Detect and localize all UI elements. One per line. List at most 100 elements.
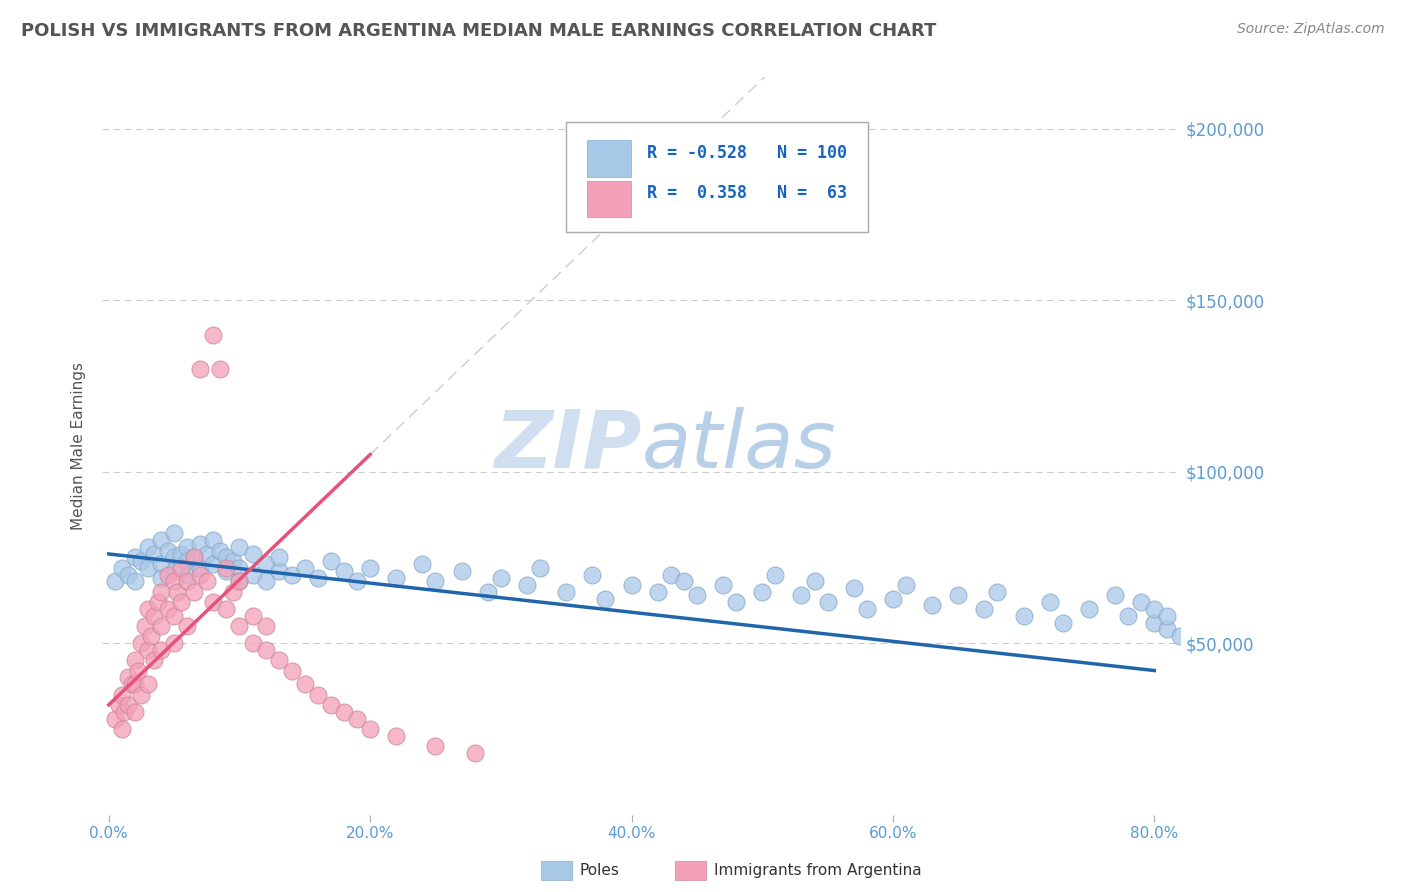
Point	[166, 584, 188, 599]
Point	[183, 550, 205, 565]
Point	[1078, 602, 1101, 616]
Text: Source: ZipAtlas.com: Source: ZipAtlas.com	[1237, 22, 1385, 37]
Point	[1130, 595, 1153, 609]
Point	[208, 543, 231, 558]
Point	[1156, 608, 1178, 623]
Point	[124, 705, 146, 719]
Point	[672, 574, 695, 589]
Point	[136, 540, 159, 554]
Point	[104, 574, 127, 589]
Point	[143, 608, 166, 623]
Point	[111, 560, 134, 574]
Point	[156, 567, 179, 582]
Point	[1274, 643, 1296, 657]
Point	[208, 361, 231, 376]
Point	[124, 550, 146, 565]
Point	[411, 558, 433, 572]
Y-axis label: Median Male Earnings: Median Male Earnings	[72, 362, 86, 530]
Point	[620, 578, 643, 592]
Point	[242, 547, 264, 561]
Point	[202, 558, 225, 572]
Point	[516, 578, 538, 592]
Point	[294, 677, 316, 691]
Point	[1143, 615, 1166, 630]
Point	[112, 705, 135, 719]
Point	[117, 567, 139, 582]
Point	[647, 584, 669, 599]
Text: Immigrants from Argentina: Immigrants from Argentina	[714, 863, 922, 878]
FancyBboxPatch shape	[588, 140, 630, 177]
Point	[242, 636, 264, 650]
Point	[139, 629, 162, 643]
Point	[163, 526, 186, 541]
Point	[222, 554, 245, 568]
Point	[1247, 636, 1270, 650]
Point	[215, 564, 238, 578]
Point	[228, 619, 250, 633]
Text: ZIP: ZIP	[494, 407, 641, 485]
Text: POLISH VS IMMIGRANTS FROM ARGENTINA MEDIAN MALE EARNINGS CORRELATION CHART: POLISH VS IMMIGRANTS FROM ARGENTINA MEDI…	[21, 22, 936, 40]
Point	[333, 705, 356, 719]
Point	[156, 543, 179, 558]
Point	[163, 636, 186, 650]
Point	[242, 608, 264, 623]
Text: atlas: atlas	[641, 407, 837, 485]
Point	[121, 677, 143, 691]
Point	[117, 698, 139, 712]
FancyBboxPatch shape	[565, 121, 868, 232]
Point	[242, 567, 264, 582]
Point	[581, 567, 603, 582]
Point	[948, 588, 970, 602]
Point	[803, 574, 825, 589]
Point	[659, 567, 682, 582]
Point	[150, 619, 173, 633]
Point	[104, 712, 127, 726]
Point	[1012, 608, 1035, 623]
Point	[751, 584, 773, 599]
Point	[136, 560, 159, 574]
Point	[425, 574, 447, 589]
Point	[450, 564, 472, 578]
Point	[131, 554, 153, 568]
Point	[108, 698, 131, 712]
Point	[163, 574, 186, 589]
Point	[136, 602, 159, 616]
Point	[921, 599, 943, 613]
Point	[359, 560, 381, 574]
Point	[817, 595, 839, 609]
Point	[215, 560, 238, 574]
Text: Poles: Poles	[579, 863, 619, 878]
Point	[1208, 643, 1230, 657]
Point	[143, 547, 166, 561]
Point	[183, 550, 205, 565]
Point	[156, 602, 179, 616]
Point	[195, 547, 218, 561]
Point	[725, 595, 748, 609]
Point	[131, 636, 153, 650]
Point	[267, 653, 290, 667]
Point	[425, 739, 447, 753]
Point	[1170, 629, 1192, 643]
Point	[202, 595, 225, 609]
Point	[294, 560, 316, 574]
Point	[319, 554, 342, 568]
Point	[150, 571, 173, 585]
Point	[477, 584, 499, 599]
Point	[228, 540, 250, 554]
Text: R = -0.528   N = 100: R = -0.528 N = 100	[647, 144, 846, 161]
Point	[254, 619, 277, 633]
Point	[529, 560, 551, 574]
Point	[254, 574, 277, 589]
Point	[150, 584, 173, 599]
Point	[307, 688, 329, 702]
Point	[183, 584, 205, 599]
Point	[124, 653, 146, 667]
Point	[1195, 623, 1218, 637]
Point	[111, 722, 134, 736]
Point	[254, 558, 277, 572]
Point	[333, 564, 356, 578]
Point	[346, 712, 368, 726]
Point	[280, 567, 302, 582]
Point	[169, 560, 191, 574]
Point	[117, 670, 139, 684]
